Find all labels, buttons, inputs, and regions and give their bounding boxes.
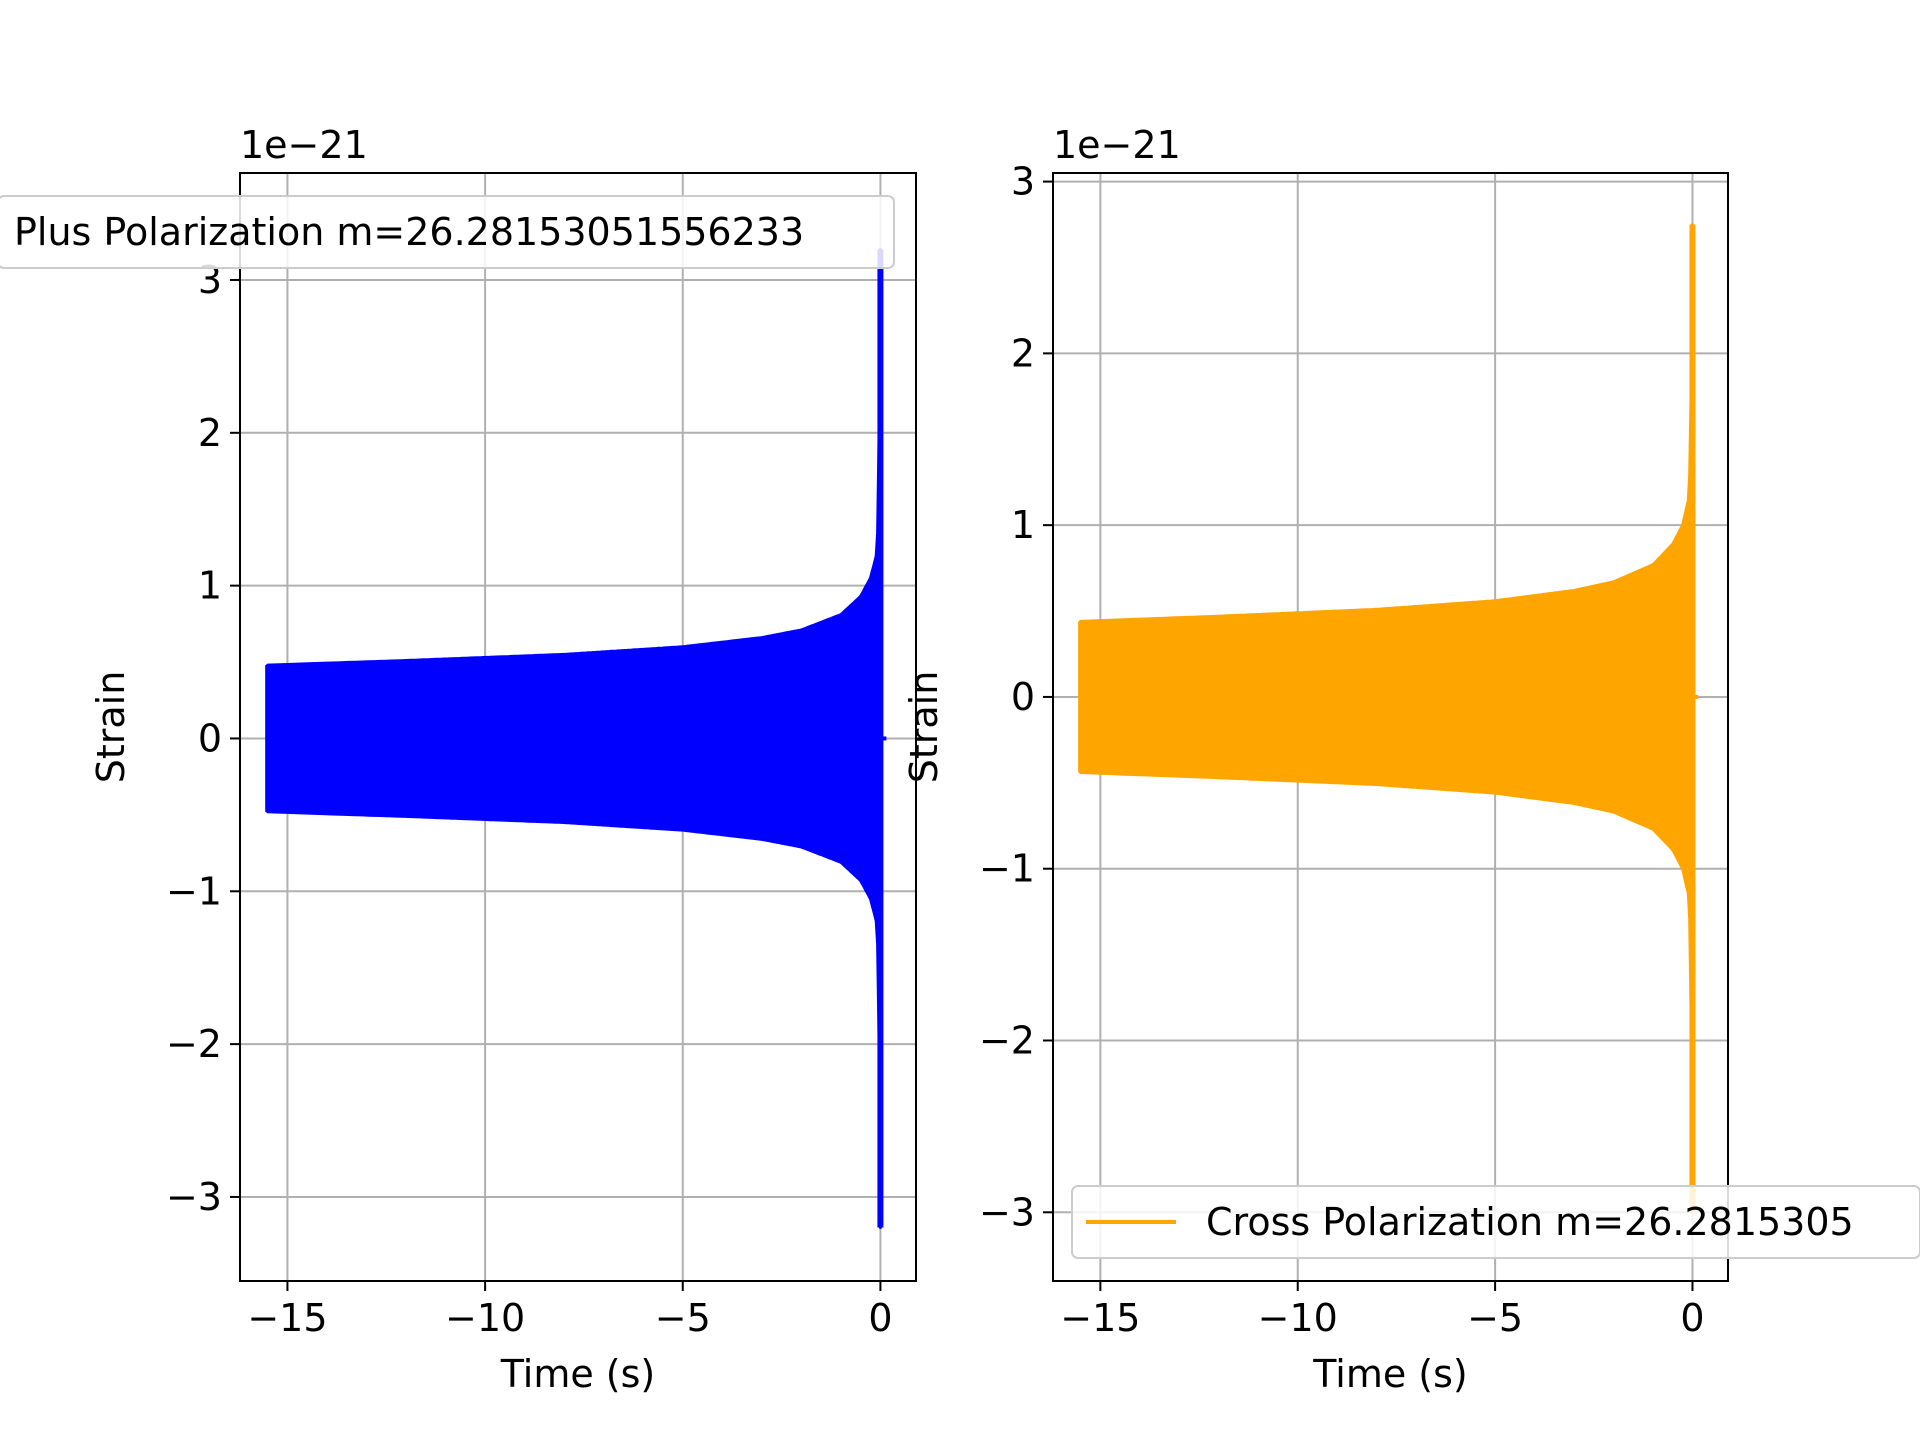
y-tick-label: 2 (1011, 331, 1035, 375)
x-tick-label: 0 (1680, 1296, 1704, 1340)
axes-frame (1052, 172, 1729, 1282)
y-tick-label: −2 (979, 1019, 1035, 1063)
x-tick-label: −15 (247, 1296, 327, 1340)
y-tick-label: 0 (198, 716, 222, 760)
x-axis-label: Time (s) (1312, 1352, 1468, 1396)
legend-label: Plus Polarization m=26.28153051556233 (14, 210, 804, 254)
x-ticks: −15 −10 −5 0 (247, 1281, 893, 1340)
legend: Plus Polarization m=26.28153051556233 (0, 195, 895, 269)
x-axis-label: Time (s) (500, 1352, 656, 1396)
y-tick-label: −3 (979, 1190, 1035, 1234)
x-tick-label: −5 (655, 1296, 711, 1340)
y-offset-text: 1e−21 (240, 123, 368, 167)
x-ticks: −15 −10 −5 0 (1060, 1281, 1705, 1340)
y-tick-label: −3 (166, 1175, 222, 1219)
y-tick-label: 1 (198, 564, 222, 608)
y-tick-label: −1 (979, 847, 1035, 891)
y-axis-label: Strain (89, 671, 133, 784)
x-tick-label: −5 (1467, 1296, 1523, 1340)
y-offset-text: 1e−21 (1053, 123, 1181, 167)
y-ticks: −3 −2 −1 0 1 2 3 (979, 160, 1053, 1234)
y-tick-label: −1 (166, 869, 222, 913)
y-tick-label: 3 (1011, 160, 1035, 204)
y-tick-label: 0 (1011, 675, 1035, 719)
legend-label: Cross Polarization m=26.2815305 (1206, 1200, 1854, 1244)
legend: Cross Polarization m=26.2815305 (1071, 1185, 1920, 1259)
y-axis-label: Strain (902, 671, 946, 784)
y-tick-label: −2 (166, 1022, 222, 1066)
axes-frame (239, 172, 917, 1282)
legend-box (1071, 1185, 1920, 1259)
legend-box (0, 195, 895, 269)
x-tick-label: 0 (868, 1296, 892, 1340)
x-tick-label: −10 (1258, 1296, 1338, 1340)
y-tick-label: 2 (198, 411, 222, 455)
plot-data (265, 247, 887, 1229)
x-tick-label: −10 (445, 1296, 525, 1340)
y-tick-label: 1 (1011, 503, 1035, 547)
x-tick-label: −15 (1060, 1296, 1140, 1340)
